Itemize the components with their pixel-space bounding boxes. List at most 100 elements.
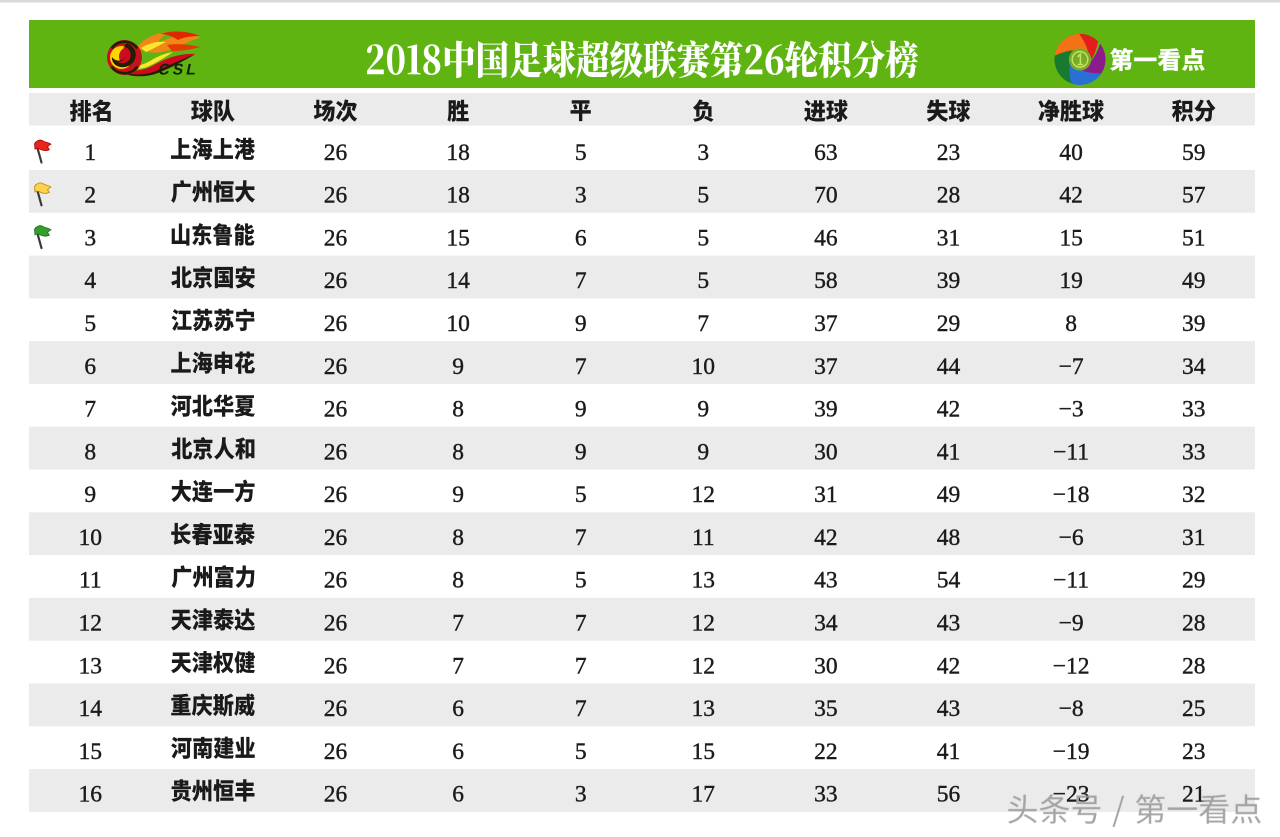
svg-text:−8: −8 (1059, 696, 1084, 722)
svg-text:26: 26 (324, 354, 348, 380)
svg-text:11: 11 (79, 568, 102, 594)
svg-text:19: 19 (1059, 268, 1083, 294)
svg-text:40: 40 (1059, 140, 1083, 166)
svg-text:21: 21 (1182, 782, 1206, 808)
svg-text:CSL: CSL (157, 62, 201, 79)
svg-text:14: 14 (79, 696, 103, 722)
svg-text:56: 56 (937, 782, 961, 808)
svg-text:26: 26 (324, 311, 348, 337)
svg-text:28: 28 (1182, 653, 1206, 679)
svg-text:16: 16 (79, 782, 103, 808)
svg-text:5: 5 (575, 140, 587, 166)
svg-text:26: 26 (324, 653, 348, 679)
svg-text:7: 7 (575, 525, 587, 551)
svg-text:26: 26 (324, 611, 348, 637)
svg-text:29: 29 (937, 311, 961, 337)
svg-text:12: 12 (692, 482, 716, 508)
svg-text:5: 5 (697, 268, 709, 294)
svg-text:−3: −3 (1059, 397, 1084, 423)
svg-text:6: 6 (575, 225, 587, 251)
svg-text:29: 29 (1182, 568, 1206, 594)
svg-text:39: 39 (937, 268, 961, 294)
svg-text:42: 42 (814, 525, 838, 551)
svg-text:9: 9 (575, 439, 587, 465)
svg-text:49: 49 (1182, 268, 1206, 294)
svg-text:32: 32 (1182, 482, 1206, 508)
svg-text:6: 6 (452, 782, 464, 808)
svg-text:26: 26 (324, 140, 348, 166)
svg-text:18: 18 (446, 183, 470, 209)
svg-text:−11: −11 (1053, 568, 1089, 594)
svg-text:1: 1 (84, 140, 96, 166)
svg-text:9: 9 (452, 482, 464, 508)
svg-text:−18: −18 (1053, 482, 1090, 508)
svg-text:5: 5 (697, 183, 709, 209)
svg-text:−19: −19 (1053, 739, 1090, 765)
svg-text:46: 46 (814, 225, 838, 251)
svg-text:26: 26 (324, 268, 348, 294)
svg-text:26: 26 (324, 568, 348, 594)
svg-text:63: 63 (814, 140, 838, 166)
svg-text:51: 51 (1182, 225, 1206, 251)
svg-text:9: 9 (452, 354, 464, 380)
svg-text:25: 25 (1182, 696, 1206, 722)
svg-text:23: 23 (937, 140, 961, 166)
svg-text:26: 26 (324, 397, 348, 423)
svg-text:6: 6 (452, 739, 464, 765)
svg-text:13: 13 (692, 568, 716, 594)
svg-text:31: 31 (1182, 525, 1206, 551)
svg-text:7: 7 (575, 611, 587, 637)
svg-text:15: 15 (1059, 225, 1083, 251)
svg-text:−11: −11 (1053, 439, 1089, 465)
svg-text:30: 30 (814, 439, 838, 465)
svg-text:54: 54 (937, 568, 961, 594)
svg-text:35: 35 (814, 696, 838, 722)
svg-text:18: 18 (446, 140, 470, 166)
svg-text:10: 10 (692, 354, 716, 380)
svg-text:2: 2 (84, 183, 96, 209)
svg-text:9: 9 (697, 397, 709, 423)
svg-text:17: 17 (692, 782, 716, 808)
svg-text:37: 37 (814, 354, 838, 380)
svg-text:31: 31 (937, 225, 961, 251)
svg-text:33: 33 (1182, 439, 1206, 465)
svg-text:7: 7 (575, 268, 587, 294)
svg-text:3: 3 (575, 782, 587, 808)
svg-text:−7: −7 (1059, 354, 1084, 380)
svg-text:57: 57 (1182, 183, 1206, 209)
svg-text:43: 43 (937, 611, 961, 637)
svg-text:11: 11 (692, 525, 715, 551)
svg-text:−12: −12 (1053, 653, 1090, 679)
svg-text:15: 15 (692, 739, 716, 765)
svg-text:42: 42 (937, 397, 961, 423)
svg-text:49: 49 (937, 482, 961, 508)
svg-text:34: 34 (1182, 354, 1206, 380)
svg-text:3: 3 (697, 140, 709, 166)
svg-text:13: 13 (692, 696, 716, 722)
svg-text:26: 26 (324, 782, 348, 808)
svg-text:3: 3 (84, 225, 96, 251)
svg-text:39: 39 (1182, 311, 1206, 337)
svg-text:15: 15 (446, 225, 470, 251)
svg-text:9: 9 (84, 482, 96, 508)
svg-text:15: 15 (79, 739, 103, 765)
svg-text:48: 48 (937, 525, 961, 551)
svg-text:41: 41 (937, 439, 961, 465)
svg-text:26: 26 (324, 183, 348, 209)
svg-text:26: 26 (324, 225, 348, 251)
svg-text:42: 42 (937, 653, 961, 679)
svg-text:43: 43 (937, 696, 961, 722)
svg-text:31: 31 (814, 482, 838, 508)
svg-text:12: 12 (79, 611, 103, 637)
svg-text:13: 13 (79, 653, 103, 679)
svg-text:8: 8 (452, 568, 464, 594)
svg-text:44: 44 (937, 354, 961, 380)
svg-text:70: 70 (814, 183, 838, 209)
svg-text:7: 7 (575, 653, 587, 679)
svg-text:26: 26 (324, 525, 348, 551)
svg-text:7: 7 (452, 653, 464, 679)
svg-text:10: 10 (79, 525, 103, 551)
svg-text:7: 7 (452, 611, 464, 637)
svg-text:58: 58 (814, 268, 838, 294)
svg-text:39: 39 (814, 397, 838, 423)
